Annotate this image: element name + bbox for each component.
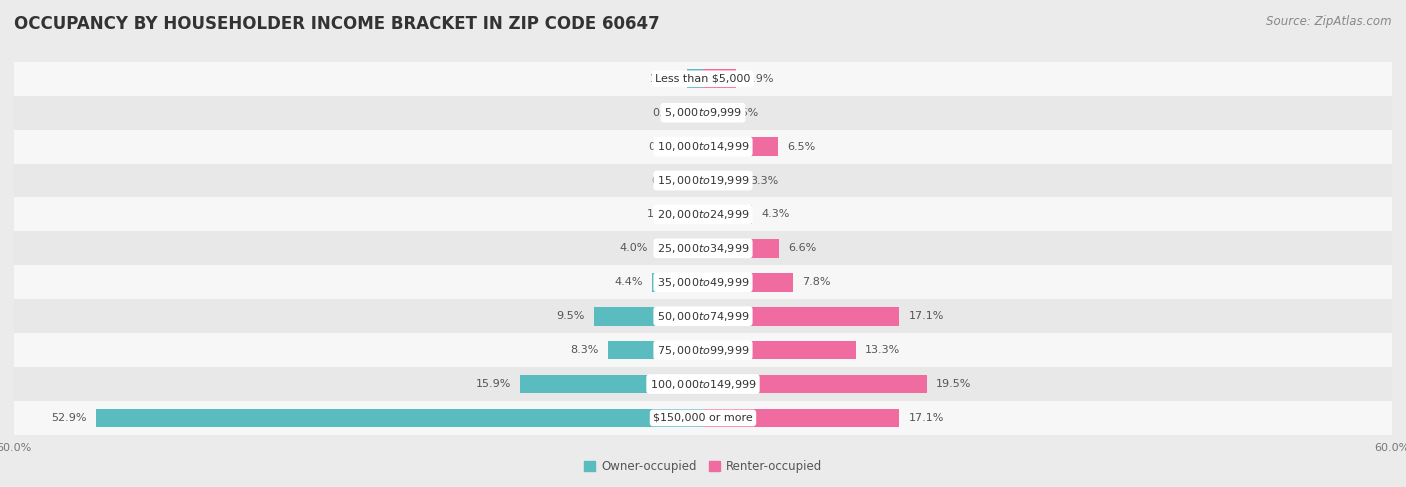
Bar: [14, 231, 1392, 265]
Text: $10,000 to $14,999: $10,000 to $14,999: [657, 140, 749, 153]
Text: 13.3%: 13.3%: [865, 345, 900, 355]
Text: 4.0%: 4.0%: [620, 244, 648, 253]
Bar: [703, 273, 793, 292]
Text: 9.5%: 9.5%: [557, 311, 585, 321]
Text: 3.3%: 3.3%: [749, 175, 779, 186]
Text: 0.62%: 0.62%: [651, 175, 686, 186]
Bar: [14, 96, 1392, 130]
Text: 17.1%: 17.1%: [908, 311, 943, 321]
Bar: [703, 205, 752, 224]
Bar: [703, 171, 741, 190]
Bar: [692, 137, 703, 156]
Bar: [703, 103, 721, 122]
Text: $15,000 to $19,999: $15,000 to $19,999: [657, 174, 749, 187]
Bar: [14, 198, 1392, 231]
Text: 19.5%: 19.5%: [936, 379, 972, 389]
Text: 8.3%: 8.3%: [571, 345, 599, 355]
Text: 1.6%: 1.6%: [647, 209, 675, 220]
Text: 2.9%: 2.9%: [745, 74, 773, 84]
Bar: [703, 137, 778, 156]
Bar: [703, 70, 737, 88]
Bar: [703, 307, 900, 325]
Bar: [696, 171, 703, 190]
Text: OCCUPANCY BY HOUSEHOLDER INCOME BRACKET IN ZIP CODE 60647: OCCUPANCY BY HOUSEHOLDER INCOME BRACKET …: [14, 15, 659, 33]
Text: 6.5%: 6.5%: [787, 142, 815, 151]
Text: $20,000 to $24,999: $20,000 to $24,999: [657, 208, 749, 221]
Text: 6.6%: 6.6%: [787, 244, 817, 253]
Bar: [14, 62, 1392, 96]
Legend: Owner-occupied, Renter-occupied: Owner-occupied, Renter-occupied: [579, 455, 827, 478]
Bar: [14, 130, 1392, 164]
Text: $50,000 to $74,999: $50,000 to $74,999: [657, 310, 749, 323]
Text: 15.9%: 15.9%: [475, 379, 512, 389]
Text: 4.3%: 4.3%: [762, 209, 790, 220]
Bar: [14, 367, 1392, 401]
Text: $35,000 to $49,999: $35,000 to $49,999: [657, 276, 749, 289]
Text: Less than $5,000: Less than $5,000: [655, 74, 751, 84]
Bar: [14, 299, 1392, 333]
Bar: [688, 70, 703, 88]
Text: Source: ZipAtlas.com: Source: ZipAtlas.com: [1267, 15, 1392, 28]
Bar: [607, 341, 703, 359]
Text: $75,000 to $99,999: $75,000 to $99,999: [657, 344, 749, 356]
Bar: [685, 205, 703, 224]
Bar: [14, 333, 1392, 367]
Bar: [14, 164, 1392, 198]
Bar: [14, 265, 1392, 299]
Text: 0.93%: 0.93%: [648, 142, 683, 151]
Text: 4.4%: 4.4%: [614, 277, 644, 287]
Bar: [96, 409, 703, 427]
Bar: [14, 401, 1392, 435]
Text: $150,000 or more: $150,000 or more: [654, 413, 752, 423]
Bar: [703, 341, 856, 359]
Bar: [652, 273, 703, 292]
Bar: [520, 375, 703, 393]
Bar: [703, 239, 779, 258]
Text: 7.8%: 7.8%: [801, 277, 831, 287]
Text: 0.51%: 0.51%: [652, 108, 688, 118]
Text: $100,000 to $149,999: $100,000 to $149,999: [650, 377, 756, 391]
Bar: [593, 307, 703, 325]
Bar: [657, 239, 703, 258]
Bar: [697, 103, 703, 122]
Text: 17.1%: 17.1%: [908, 413, 943, 423]
Text: 1.4%: 1.4%: [650, 74, 678, 84]
Text: 52.9%: 52.9%: [51, 413, 86, 423]
Text: $25,000 to $34,999: $25,000 to $34,999: [657, 242, 749, 255]
Text: 1.6%: 1.6%: [731, 108, 759, 118]
Text: $5,000 to $9,999: $5,000 to $9,999: [664, 106, 742, 119]
Bar: [703, 409, 900, 427]
Bar: [703, 375, 927, 393]
